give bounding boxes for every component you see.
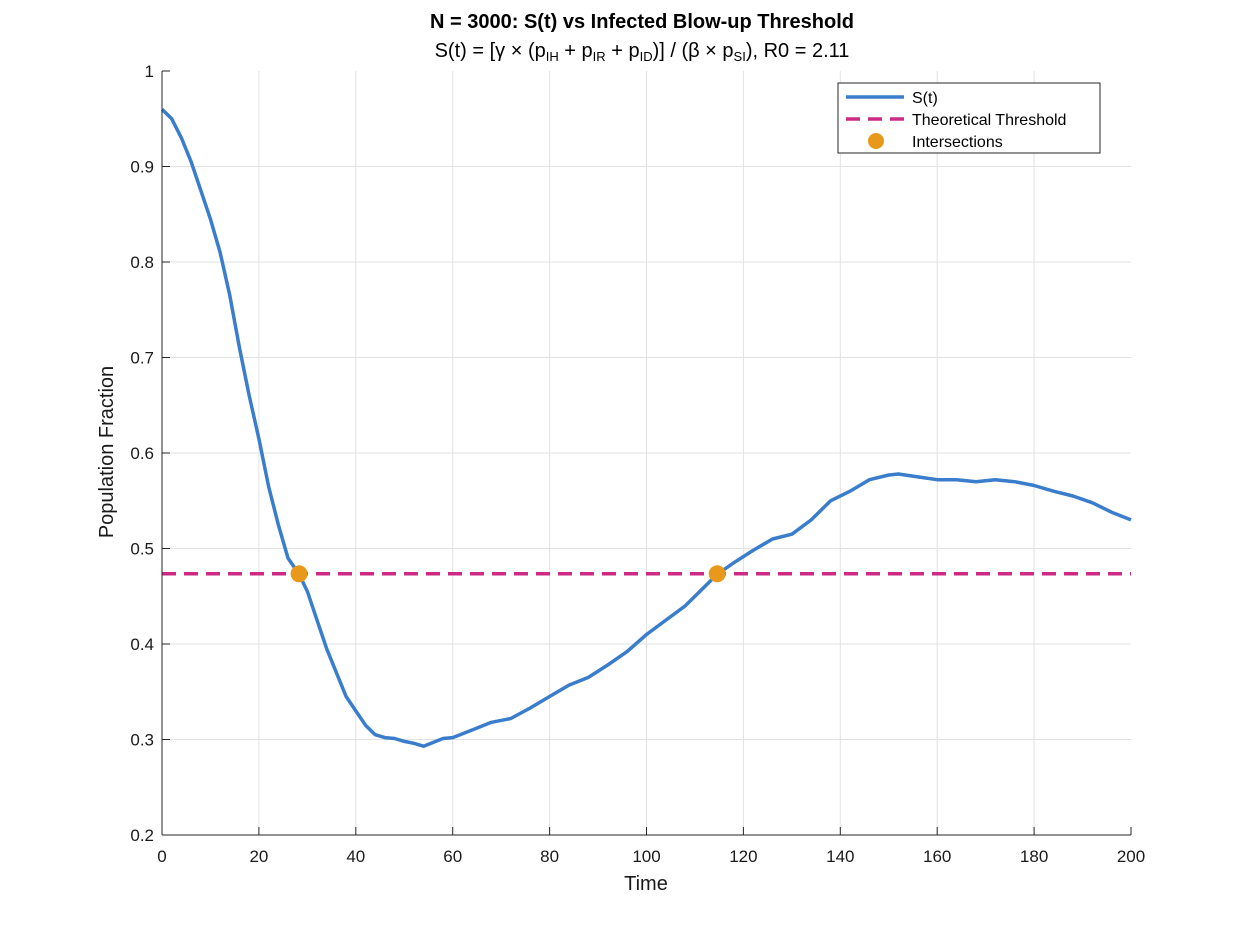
y-tick-label: 0.6 [130,444,154,463]
axes [161,70,1132,836]
y-tick-label: 0.7 [130,349,154,368]
x-axis-label: Time [624,873,668,895]
series-line-s [160,107,1132,748]
plot-area [160,107,1132,748]
y-tick-label: 0.8 [130,253,154,272]
intersection-point [708,565,726,583]
x-tick-label: 60 [443,847,462,866]
legend-label-intersections: Intersections [912,134,1003,151]
x-tick-label: 0 [157,847,166,866]
legend-label-s: S(t) [912,90,938,107]
x-tick-label: 120 [729,847,757,866]
chart-title: N = 3000: S(t) vs Infected Blow-up Thres… [430,11,854,33]
x-tick-label: 200 [1117,847,1145,866]
y-tick-label: 0.2 [130,826,154,845]
y-tick-label: 0.5 [130,540,154,559]
y-tick-label: 0.4 [130,635,154,654]
chart-subtitle: S(t) = [γ × (pIH + pIR + pID)] / (β × pS… [435,40,850,64]
x-tick-label: 40 [346,847,365,866]
y-tick-label: 0.3 [130,731,154,750]
legend-label-threshold: Theoretical Threshold [912,112,1066,129]
x-tick-label: 80 [540,847,559,866]
x-tick-label: 20 [249,847,268,866]
grid [162,71,1131,835]
x-tick-label: 100 [632,847,660,866]
y-tick-label: 0.9 [130,158,154,177]
x-tick-label: 180 [1020,847,1048,866]
x-tick-label: 140 [826,847,854,866]
intersection-point [290,565,308,583]
y-axis-label: Population Fraction [96,366,118,538]
y-tick-label: 1 [145,62,154,81]
x-tick-label: 160 [923,847,951,866]
legend: S(t) Theoretical Threshold Intersections [837,82,1101,154]
tick-labels: 0 20 40 60 80 100 120 140 160 180 200 0.2 0.3 0.4 0.5 0… [130,62,1145,866]
legend-swatch-intersections [868,133,884,149]
